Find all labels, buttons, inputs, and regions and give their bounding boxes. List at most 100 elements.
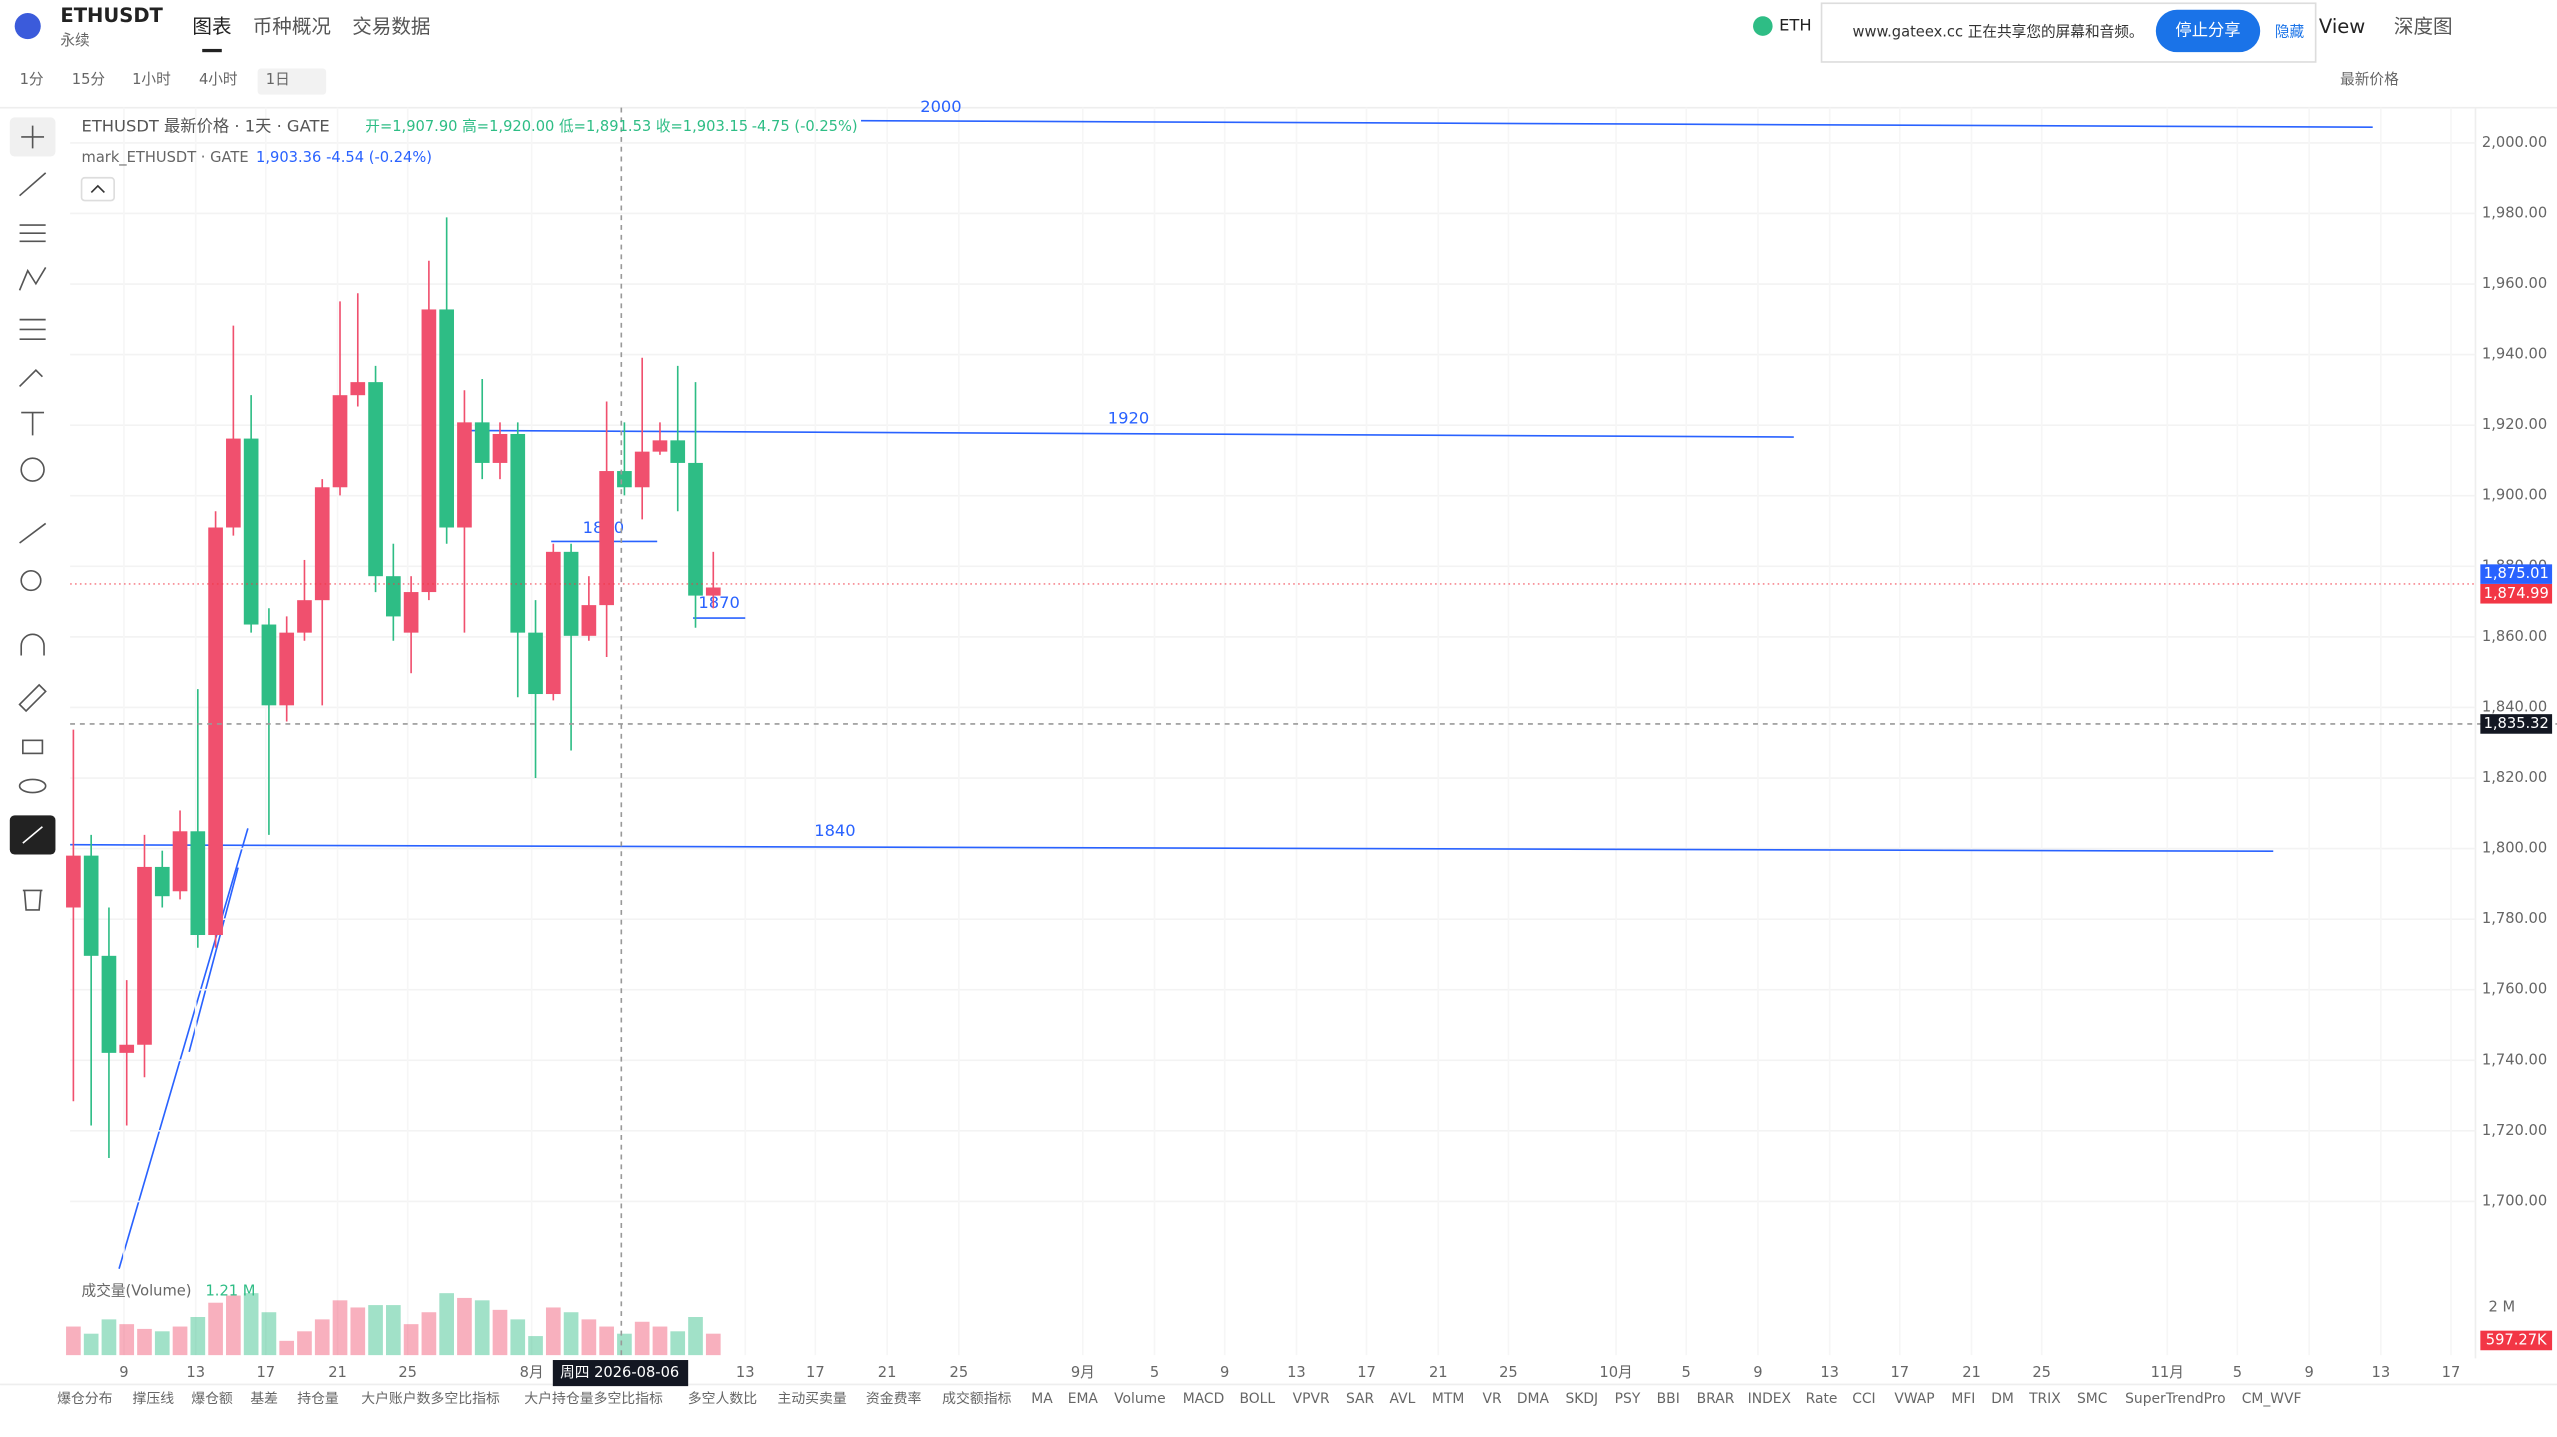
- indicator-button[interactable]: CCI: [1852, 1391, 1875, 1407]
- nav-tab[interactable]: 交易数据: [352, 15, 430, 38]
- indicator-button[interactable]: DM: [1991, 1391, 2014, 1407]
- x-tick-label: 25: [1499, 1364, 1518, 1381]
- indicator-button[interactable]: CM_WVF: [2242, 1391, 2302, 1407]
- indicator-button[interactable]: MA: [1031, 1391, 1053, 1407]
- depth-tab[interactable]: 深度图: [2394, 15, 2453, 38]
- indicator-button[interactable]: MTM: [1432, 1391, 1464, 1407]
- volume-bar: [563, 1312, 579, 1356]
- x-tick-label: 25: [950, 1364, 969, 1381]
- nav-tab[interactable]: 币种概况: [253, 15, 331, 38]
- candle-body: [190, 831, 206, 936]
- indicator-button[interactable]: 爆仓分布: [57, 1391, 113, 1407]
- volume-bar: [457, 1297, 472, 1356]
- interval-button[interactable]: 1分: [20, 71, 44, 88]
- indicator-button[interactable]: EMA: [1068, 1391, 1099, 1407]
- text-tool[interactable]: [21, 411, 45, 436]
- indicator-button[interactable]: MFI: [1951, 1391, 1975, 1407]
- price-type[interactable]: 最新价格: [2340, 71, 2399, 88]
- horizontal-ray: [70, 843, 2274, 853]
- candle-body: [226, 438, 241, 528]
- indicator-button[interactable]: 撑压线: [133, 1391, 175, 1407]
- line-tool[interactable]: [19, 172, 47, 197]
- volume-bar: [208, 1302, 223, 1356]
- indicator-button[interactable]: VR: [1483, 1391, 1502, 1407]
- volume-bar: [350, 1307, 366, 1356]
- indicator-button[interactable]: 大户账户数多空比指标: [361, 1390, 500, 1407]
- indicator-button[interactable]: SuperTrendPro: [2125, 1391, 2226, 1407]
- interval-button[interactable]: 4小时: [199, 71, 238, 88]
- symbol[interactable]: ETHUSDT: [60, 4, 163, 27]
- interval-button[interactable]: 1日: [266, 71, 290, 88]
- candle-body: [705, 587, 721, 596]
- indicator-button[interactable]: SAR: [1346, 1391, 1375, 1407]
- crosshair-tool[interactable]: [21, 125, 45, 149]
- annotation-label: 2000: [920, 97, 961, 116]
- emoji-tool[interactable]: [20, 457, 45, 482]
- interval-button[interactable]: 15分: [72, 71, 106, 88]
- pencil-tool[interactable]: [18, 683, 47, 713]
- lock-tool[interactable]: [22, 739, 44, 755]
- x-tick-label: 21: [1962, 1364, 1981, 1381]
- indicator-button[interactable]: 资金费率: [866, 1390, 922, 1407]
- horizontal-ray: [461, 429, 1794, 438]
- x-tick-label: 9: [1220, 1364, 1229, 1381]
- magnet-tool[interactable]: [20, 633, 45, 656]
- indicator-button[interactable]: MACD: [1183, 1391, 1225, 1407]
- volume-bar: [172, 1326, 188, 1356]
- volume-bar: [154, 1331, 170, 1356]
- indicator-button[interactable]: 基差: [250, 1390, 278, 1407]
- volume-bar: [474, 1300, 490, 1356]
- indicator-button[interactable]: TRIX: [2028, 1391, 2061, 1407]
- candle-body: [314, 487, 330, 601]
- indicator-button[interactable]: AVL: [1390, 1391, 1416, 1407]
- candle-body: [617, 471, 632, 488]
- indicator-button[interactable]: Rate: [1806, 1391, 1838, 1407]
- volume-label-box: [2480, 1330, 2553, 1351]
- indicator-button[interactable]: SKDJ: [1565, 1391, 1598, 1407]
- indicator-button[interactable]: Volume: [1114, 1391, 1166, 1407]
- volume-bar: [101, 1319, 117, 1356]
- indicator-button[interactable]: DMA: [1517, 1391, 1550, 1407]
- view-tab[interactable]: View: [2319, 15, 2365, 38]
- indicator-button[interactable]: 多空人数比: [688, 1390, 757, 1407]
- hide-button[interactable]: 隐藏: [2275, 24, 2305, 41]
- channel-tool[interactable]: [19, 224, 46, 243]
- collapse-button[interactable]: [80, 176, 115, 202]
- indicator-button[interactable]: 持仓量: [297, 1391, 339, 1407]
- x-tick-label: 13: [1287, 1364, 1306, 1381]
- indicator-button[interactable]: VPVR: [1293, 1391, 1330, 1407]
- indicator-button[interactable]: SMC: [2077, 1391, 2107, 1407]
- price-label-box: [2480, 714, 2553, 734]
- indicator-button[interactable]: 爆仓额: [191, 1391, 233, 1407]
- x-tick-label: 17: [2442, 1364, 2461, 1381]
- nav-tab[interactable]: 图表: [192, 15, 231, 38]
- indicator-button[interactable]: 成交额指标: [942, 1390, 1011, 1407]
- stop-share-button[interactable]: [2155, 9, 2261, 53]
- indicator-button[interactable]: VWAP: [1894, 1391, 1934, 1407]
- candle-body: [528, 632, 543, 695]
- ruler-tool[interactable]: [19, 522, 47, 544]
- indicator-button[interactable]: PSY: [1615, 1391, 1641, 1407]
- volume-bar: [670, 1331, 686, 1356]
- interval-button[interactable]: 1小时: [132, 71, 171, 88]
- indicator-button[interactable]: BRAR: [1697, 1391, 1735, 1407]
- indicator-button[interactable]: BBI: [1657, 1391, 1680, 1407]
- x-tick-label: 5: [1150, 1364, 1159, 1381]
- indicator-button[interactable]: BOLL: [1239, 1391, 1275, 1407]
- brush-tool[interactable]: [18, 369, 43, 388]
- zoom-tool[interactable]: [20, 569, 42, 592]
- y-tick-label: 1,940.00: [2482, 346, 2547, 363]
- annotation-label: 1920: [1108, 409, 1149, 428]
- indicator-button[interactable]: INDEX: [1748, 1391, 1792, 1407]
- stop-share-label[interactable]: 停止分享: [2175, 20, 2240, 39]
- pattern-tool[interactable]: [18, 267, 47, 291]
- fib-tool[interactable]: [19, 318, 46, 341]
- indicator-button[interactable]: 主动买卖量: [777, 1391, 846, 1407]
- eye-tool[interactable]: [18, 778, 47, 794]
- volume-bar: [421, 1312, 437, 1356]
- coin[interactable]: ETH: [1779, 16, 1812, 35]
- delete-tool[interactable]: [22, 889, 43, 911]
- x-tick-label: 21: [1429, 1364, 1448, 1381]
- indicator-button[interactable]: 大户持仓量多空比指标: [524, 1390, 663, 1407]
- y-tick-label: 1,820.00: [2482, 769, 2547, 786]
